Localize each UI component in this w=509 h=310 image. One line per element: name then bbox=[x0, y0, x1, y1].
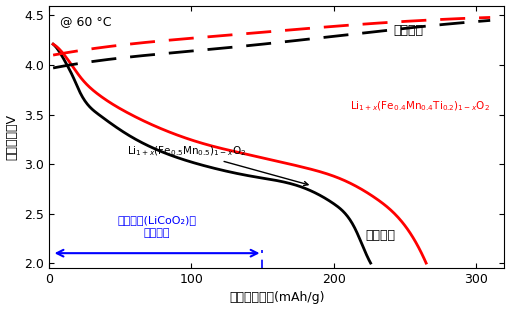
Y-axis label: 電池電圧／V: 電池電圧／V bbox=[6, 114, 18, 160]
Text: Li$_{1+x}$(Fe$_{0.4}$Mn$_{0.4}$Ti$_{0.2}$)$_{1-x}$O$_2$: Li$_{1+x}$(Fe$_{0.4}$Mn$_{0.4}$Ti$_{0.2}… bbox=[350, 100, 489, 113]
Text: 容量範囲: 容量範囲 bbox=[144, 228, 170, 238]
Text: 充電曲線: 充電曲線 bbox=[392, 24, 422, 37]
X-axis label: 充放電容量／(mAh/g): 充放電容量／(mAh/g) bbox=[229, 291, 324, 304]
Text: 放電曲線: 放電曲線 bbox=[364, 229, 394, 242]
Text: @ 60 °C: @ 60 °C bbox=[60, 16, 111, 29]
Text: Li$_{1+x}$(Fe$_{0.5}$Mn$_{0.5}$)$_{1-x}$O$_2$: Li$_{1+x}$(Fe$_{0.5}$Mn$_{0.5}$)$_{1-x}$… bbox=[127, 144, 307, 186]
Text: 既存正極(LiCoO₂)の: 既存正極(LiCoO₂)の bbox=[117, 215, 196, 225]
